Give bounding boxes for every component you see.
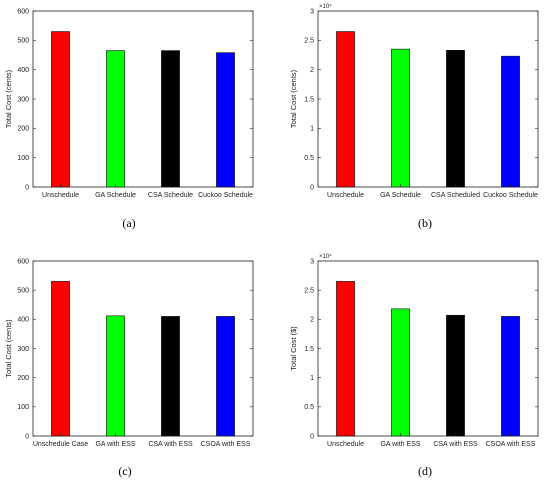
- x-tick-label: Unschedule: [327, 192, 364, 199]
- bar: [216, 316, 235, 437]
- x-tick-label: Cuckoo Schedule: [198, 192, 253, 199]
- x-tick-label: CSOA with ESS: [486, 441, 536, 448]
- y-tick-label: 3: [310, 258, 314, 265]
- panel-caption: (c): [118, 464, 131, 478]
- chart-panel-3: 0 100 200 300 400 500 600 Total Cost (cents) Uns…: [4, 258, 254, 478]
- x-tick-label: CSA Scheduled: [431, 192, 480, 199]
- bar: [336, 281, 355, 437]
- y-tick-label: 0.5: [304, 404, 314, 411]
- y-tick-label: 400: [17, 317, 29, 324]
- bar: [391, 48, 410, 188]
- y-tick-label: 2: [310, 317, 314, 324]
- x-tick-label: Cuckoo Schedule: [483, 192, 538, 199]
- y-tick-label: 500: [17, 287, 29, 294]
- x-tick-label: Unschedule: [327, 441, 364, 448]
- bar: [501, 316, 520, 437]
- y-tick-label: 3: [310, 8, 314, 15]
- y-tick-label: 1.5: [304, 346, 314, 353]
- chart-panel-2: 0 0.5 1 1.5 2 2.5 3 ×10⁴ Total Cost (cents) Unsch…: [289, 3, 539, 230]
- y-tick-label: 600: [17, 8, 29, 15]
- y-axis-title: Total Cost ($): [289, 326, 298, 371]
- chart-panel-4: 0 0.5 1 1.5 2 2.5 3 ×10⁴ Total Cost ($) Unschedul…: [289, 253, 539, 478]
- y-tick-label: 400: [17, 67, 29, 74]
- bar: [106, 315, 125, 437]
- y-tick-label: 300: [17, 346, 29, 353]
- bar: [51, 281, 70, 437]
- panel-caption: (d): [418, 464, 432, 478]
- x-tick-label: GA Schedule: [380, 192, 421, 199]
- x-tick-label: CSA with ESS: [148, 441, 193, 448]
- bar: [161, 50, 180, 188]
- y-exponent-label: ×10⁴: [319, 253, 332, 260]
- y-tick-label: 1: [310, 126, 314, 133]
- x-tick-label: GA Schedule: [95, 192, 136, 199]
- y-tick-label: 0: [310, 184, 314, 191]
- y-exponent-label: ×10⁴: [319, 3, 332, 10]
- y-tick-label: 1: [310, 375, 314, 382]
- y-tick-label: 500: [17, 38, 29, 45]
- y-tick-label: 0: [25, 184, 29, 191]
- bar: [446, 50, 465, 188]
- y-tick-label: 100: [17, 155, 29, 162]
- y-axis-title: Total Cost (cents): [289, 69, 298, 128]
- x-tick-label: GA with ESS: [380, 441, 420, 448]
- bar: [51, 31, 70, 188]
- x-tick-label: GA with ESS: [95, 441, 135, 448]
- y-tick-label: 2.5: [304, 38, 314, 45]
- y-tick-label: 1.5: [304, 96, 314, 103]
- bar: [106, 50, 125, 188]
- y-tick-label: 300: [17, 96, 29, 103]
- chart-panel-1: 0 100 200 300 400 500 600 Total Cost (cents) Uns…: [4, 8, 254, 230]
- y-axis-title: Total Cost (cents): [4, 69, 13, 128]
- bar: [501, 55, 520, 188]
- bar: [216, 52, 235, 188]
- y-tick-label: 600: [17, 258, 29, 265]
- x-tick-label: Unschedule Case: [33, 441, 88, 448]
- bar: [391, 308, 410, 437]
- y-tick-label: 2.5: [304, 287, 314, 294]
- y-tick-label: 2: [310, 67, 314, 74]
- x-tick-label: Unschedule: [42, 192, 79, 199]
- y-tick-label: 100: [17, 404, 29, 411]
- y-tick-label: 200: [17, 375, 29, 382]
- panel-caption: (b): [418, 216, 432, 230]
- bar: [336, 31, 355, 188]
- x-tick-label: CSA with ESS: [433, 441, 478, 448]
- x-tick-label: CSOA with ESS: [201, 441, 251, 448]
- y-tick-label: 200: [17, 126, 29, 133]
- y-tick-label: 0: [310, 433, 314, 440]
- y-tick-label: 0.5: [304, 155, 314, 162]
- bar: [161, 316, 180, 437]
- x-tick-label: CSA Schedule: [148, 192, 193, 199]
- y-tick-label: 0: [25, 433, 29, 440]
- y-axis-title: Total Cost (cents): [4, 319, 13, 378]
- panel-caption: (a): [122, 216, 135, 230]
- bar: [446, 314, 465, 437]
